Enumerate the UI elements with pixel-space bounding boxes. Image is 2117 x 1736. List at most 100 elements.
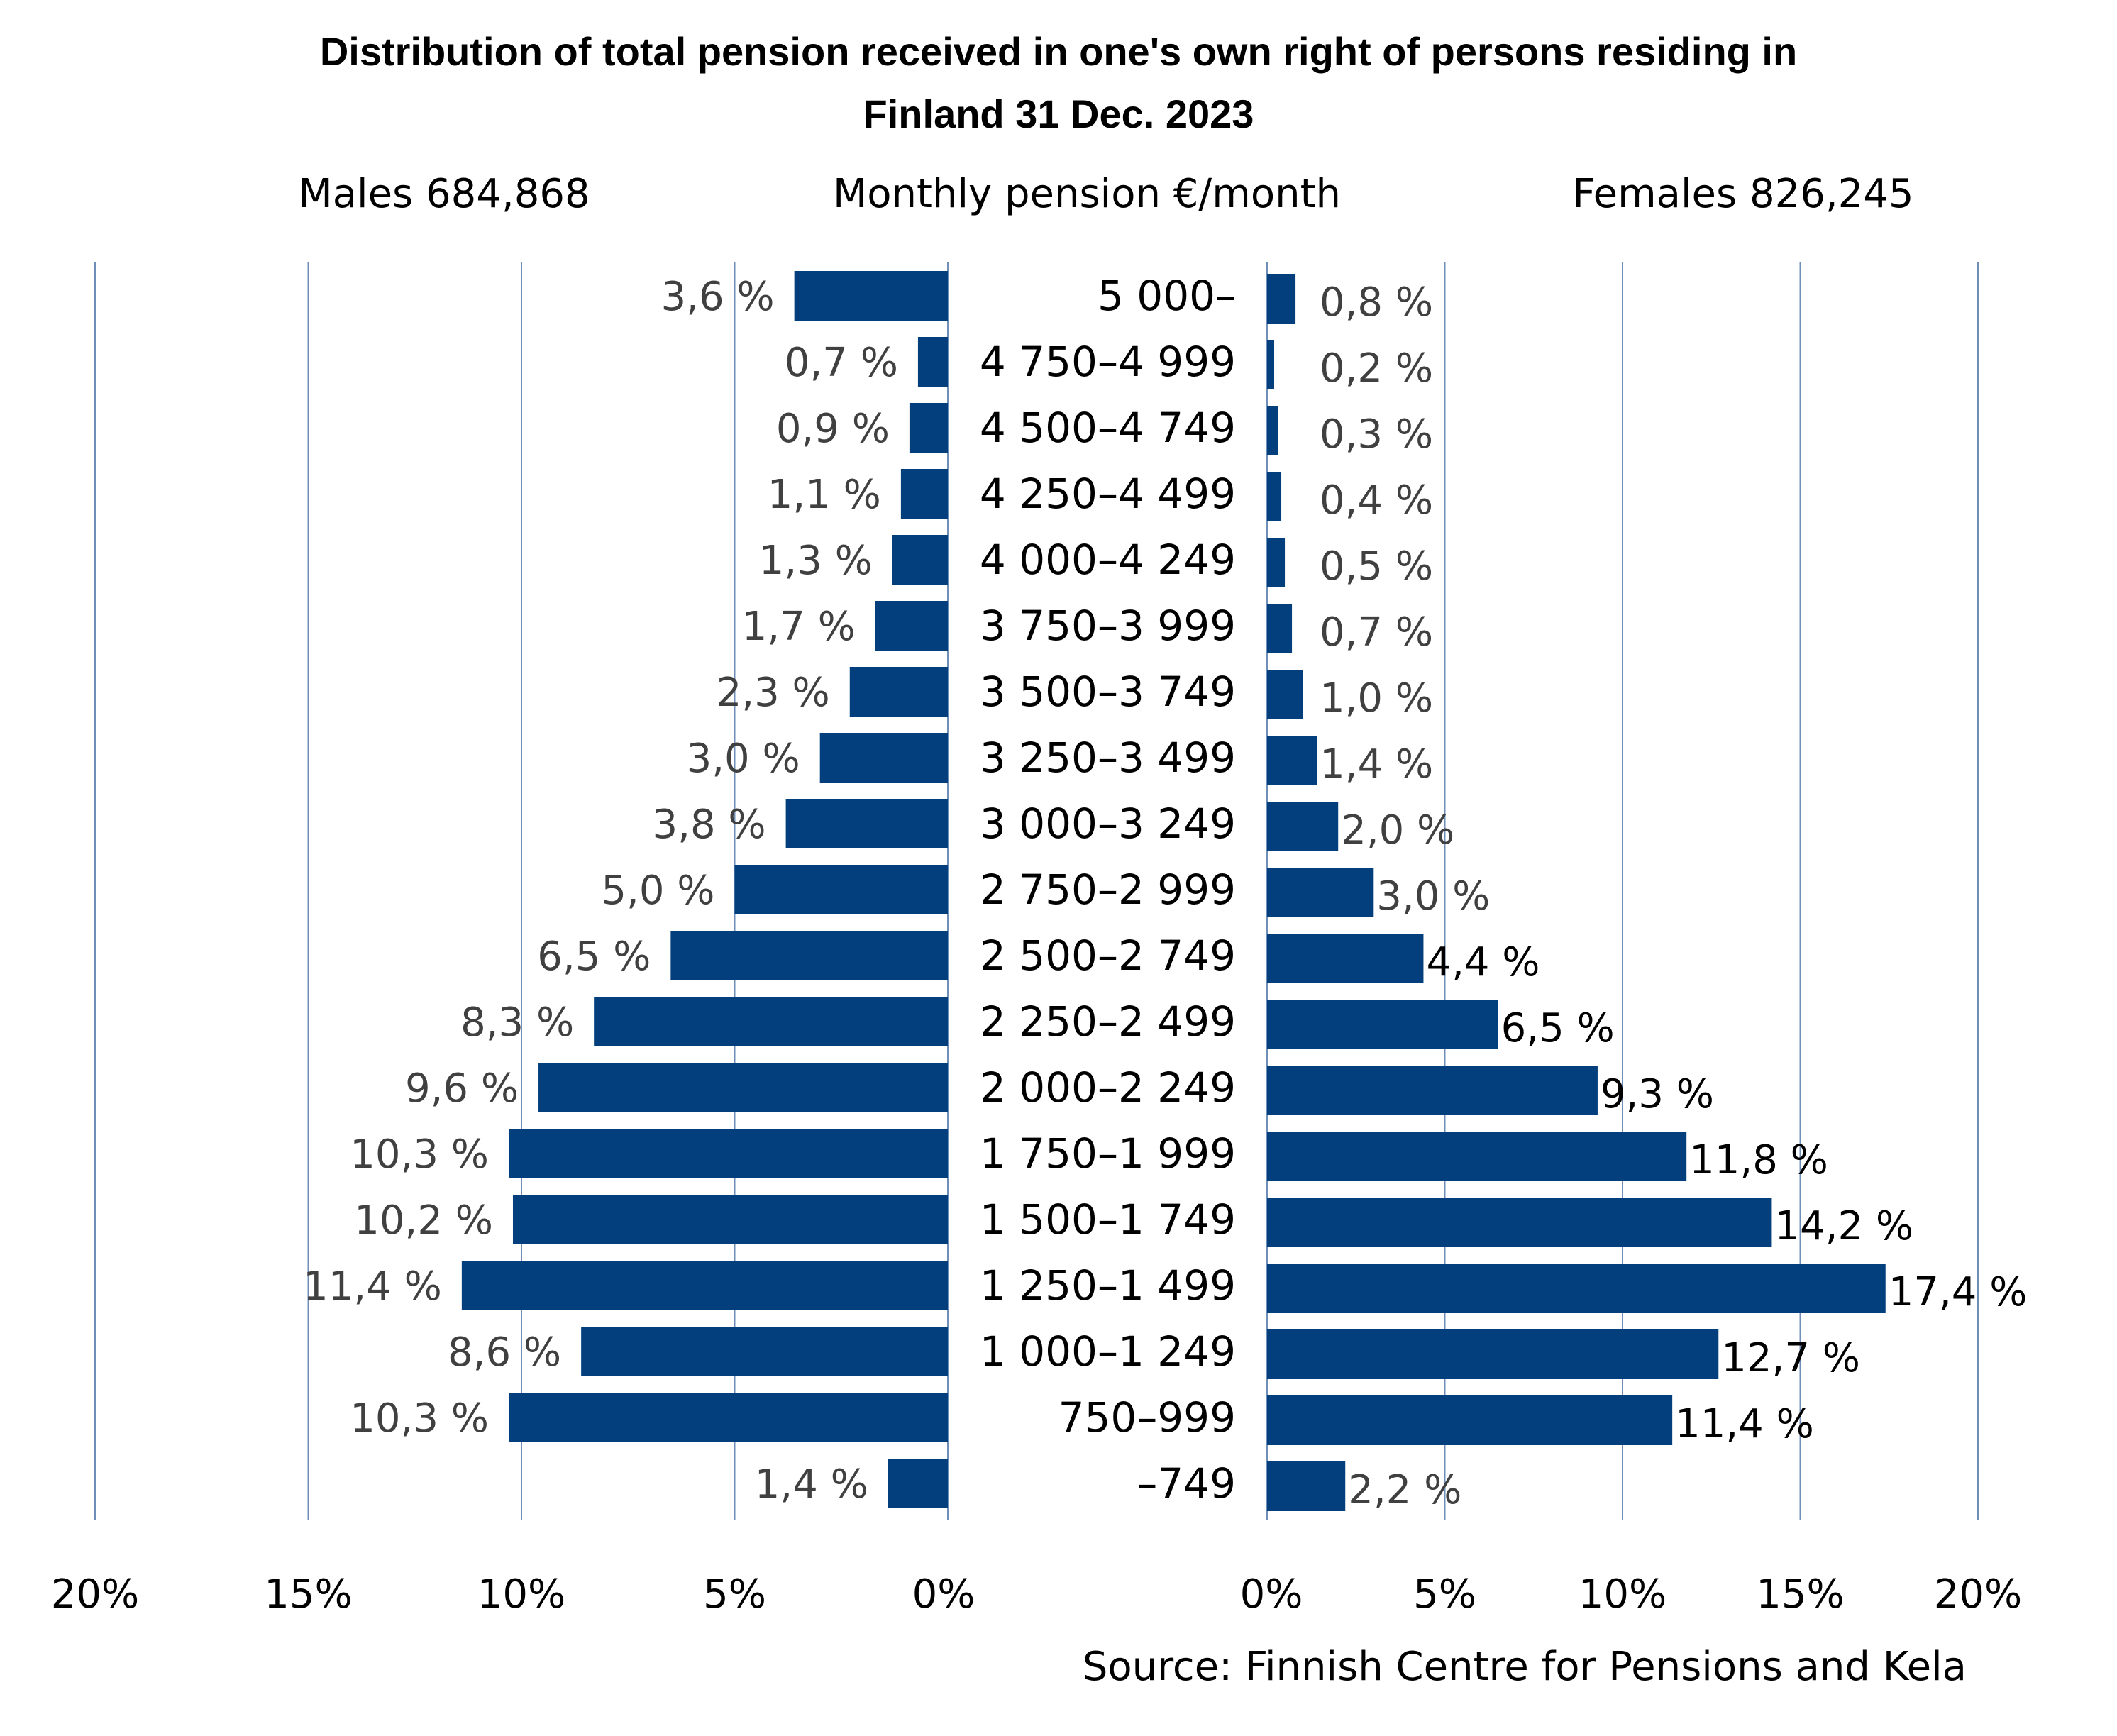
female-bar xyxy=(1267,1395,1673,1445)
male-value-label: 2,3 % xyxy=(717,670,830,716)
female-bar xyxy=(1267,736,1317,785)
pension-range-label: 750–999 xyxy=(1058,1393,1236,1442)
male-bar xyxy=(594,997,948,1046)
male-value-label: 1,4 % xyxy=(755,1461,868,1508)
male-bar xyxy=(875,601,948,651)
male-value-label: 11,4 % xyxy=(303,1264,442,1310)
female-value-label: 2,2 % xyxy=(1348,1467,1461,1513)
female-value-label: 3,0 % xyxy=(1376,873,1490,919)
female-bar xyxy=(1267,934,1424,983)
female-value-label: 11,4 % xyxy=(1675,1401,1814,1447)
female-value-label: 0,2 % xyxy=(1320,345,1433,392)
male-value-label: 9,6 % xyxy=(405,1066,519,1112)
pension-range-label: 3 750–3 999 xyxy=(980,602,1236,650)
pension-range-label: 4 750–4 999 xyxy=(980,338,1236,386)
female-bar xyxy=(1267,1198,1772,1247)
female-value-label: 0,7 % xyxy=(1320,609,1433,656)
female-bar xyxy=(1267,1329,1719,1379)
female-bar xyxy=(1267,340,1275,389)
pension-range-label: 1 750–1 999 xyxy=(980,1129,1236,1178)
male-bar xyxy=(888,1459,948,1508)
pension-range-label: 3 250–3 499 xyxy=(980,734,1236,782)
female-bar xyxy=(1267,472,1282,521)
male-value-label: 0,7 % xyxy=(785,340,898,386)
male-axis-tick-label: 15% xyxy=(264,1571,352,1618)
male-bar xyxy=(461,1261,948,1310)
female-value-label: 0,3 % xyxy=(1320,411,1433,458)
pension-range-label: 4 500–4 749 xyxy=(980,404,1236,452)
pension-range-label: 2 000–2 249 xyxy=(980,1063,1236,1112)
female-value-label: 12,7 % xyxy=(1721,1335,1860,1381)
female-axis-tick-label: 20% xyxy=(1934,1571,2022,1618)
male-bar xyxy=(849,667,948,717)
female-value-label: 9,3 % xyxy=(1601,1071,1714,1117)
male-value-label: 3,6 % xyxy=(661,274,775,320)
female-bar xyxy=(1267,1264,1886,1313)
male-axis-tick-label: 5% xyxy=(703,1571,766,1618)
female-value-label: 11,8 % xyxy=(1689,1137,1828,1183)
females-header: Females 826,245 xyxy=(1572,171,1913,217)
female-value-label: 0,8 % xyxy=(1320,280,1433,326)
pension-range-label: 2 750–2 999 xyxy=(980,866,1236,914)
female-axis-tick-label: 5% xyxy=(1413,1571,1476,1618)
pension-range-label: 4 000–4 249 xyxy=(980,536,1236,584)
male-bar xyxy=(512,1195,948,1244)
male-axis-tick-label: 0% xyxy=(912,1571,975,1618)
male-value-label: 8,3 % xyxy=(460,1000,574,1046)
pension-range-label: 1 250–1 499 xyxy=(980,1261,1236,1310)
male-value-label: 0,9 % xyxy=(776,406,890,452)
pension-range-label: 3 000–3 249 xyxy=(980,800,1236,848)
male-bar xyxy=(900,469,948,519)
pension-range-label: 1 500–1 749 xyxy=(980,1195,1236,1244)
chart-title-line1: Distribution of total pension received i… xyxy=(320,29,1797,74)
female-bar xyxy=(1267,1461,1346,1511)
male-bar xyxy=(909,403,948,453)
male-value-label: 1,3 % xyxy=(759,538,873,584)
female-value-label: 0,4 % xyxy=(1320,477,1433,524)
female-bar xyxy=(1267,802,1339,851)
bars xyxy=(461,271,1886,1511)
female-value-label: 1,0 % xyxy=(1320,675,1433,722)
male-bar xyxy=(508,1393,948,1442)
male-value-label: 10,2 % xyxy=(354,1198,493,1244)
male-value-label: 3,8 % xyxy=(653,802,766,848)
category-labels: 5 000– 4 750–4 999 4 500–4 749 4 250–4 499 4… xyxy=(980,272,1236,1508)
male-value-label: 1,1 % xyxy=(768,472,881,518)
male-value-label: 10,3 % xyxy=(350,1132,489,1178)
male-axis-tick-label: 20% xyxy=(51,1571,139,1618)
female-bar xyxy=(1267,604,1293,653)
males-header: Males 684,868 xyxy=(298,171,590,217)
pension-range-label: 3 500–3 749 xyxy=(980,668,1236,716)
male-bar xyxy=(892,535,948,585)
male-bar xyxy=(917,337,948,387)
male-bar xyxy=(785,799,948,848)
female-bar xyxy=(1267,538,1286,587)
female-value-label: 1,4 % xyxy=(1320,741,1433,787)
female-value-label: 6,5 % xyxy=(1501,1005,1615,1051)
male-bar xyxy=(734,865,948,914)
male-value-label: 10,3 % xyxy=(350,1395,489,1442)
female-bar xyxy=(1267,868,1374,917)
female-bar xyxy=(1267,1132,1687,1181)
female-bar xyxy=(1267,1000,1498,1049)
male-value-label: 8,6 % xyxy=(448,1329,561,1376)
female-value-label: 14,2 % xyxy=(1774,1203,1913,1249)
male-bar xyxy=(538,1063,948,1112)
female-value-label: 0,5 % xyxy=(1320,543,1433,590)
female-bar xyxy=(1267,406,1278,455)
pension-range-label: 2 250–2 499 xyxy=(980,997,1236,1046)
female-bar xyxy=(1267,274,1296,324)
male-bar xyxy=(794,271,948,321)
female-value-label: 17,4 % xyxy=(1889,1269,2028,1315)
male-bar xyxy=(508,1129,948,1178)
pension-range-label: 4 250–4 499 xyxy=(980,470,1236,518)
pension-range-header: Monthly pension €/month xyxy=(833,171,1341,217)
male-bar xyxy=(581,1327,948,1376)
value-labels: 3,6 % 0,8 % 0,7 % 0,2 % 0,9 % 0,3 % 1,1 % 0,4 %… xyxy=(303,274,2027,1513)
male-value-label: 1,7 % xyxy=(742,604,856,650)
female-axis-tick-label: 10% xyxy=(1579,1571,1666,1618)
female-bar xyxy=(1267,1066,1598,1115)
male-bar xyxy=(670,931,948,980)
female-axis-tick-label: 15% xyxy=(1756,1571,1844,1618)
